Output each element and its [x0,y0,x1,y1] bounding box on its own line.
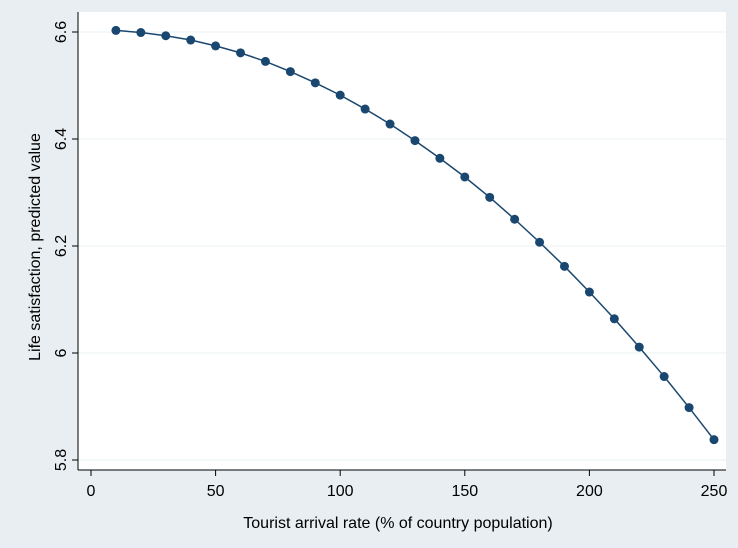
y-axis-label: Life satisfaction, predicted value [27,133,44,361]
x-tick-label: 150 [451,483,478,500]
x-tick-label: 50 [207,483,225,500]
data-point [286,67,295,76]
data-point [336,91,345,100]
data-point [435,154,444,163]
data-point [635,343,644,352]
data-point [535,238,544,247]
data-point [211,41,220,50]
y-tick-label: 6.6 [53,21,70,43]
data-point [660,372,669,381]
x-axis-ticks: 0 50 100 150 200 250 [87,470,728,500]
x-tick-label: 200 [576,483,603,500]
x-tick-label: 0 [87,483,96,500]
data-point [361,105,370,114]
data-point [136,28,145,37]
data-point [410,136,419,145]
plot-area [78,12,726,470]
data-point [311,78,320,87]
y-tick-label: 6.4 [53,128,70,150]
data-point [610,314,619,323]
data-point [585,288,594,297]
y-tick-label: 6.2 [53,235,70,257]
data-point [460,172,469,181]
data-point [386,120,395,129]
data-point [710,435,719,444]
data-point [236,48,245,57]
x-tick-label: 100 [327,483,354,500]
x-tick-label: 250 [701,483,728,500]
y-tick-label: 6 [53,348,70,357]
data-point [261,57,270,66]
x-axis-label: Tourist arrival rate (% of country popul… [243,515,552,532]
data-point [560,262,569,271]
data-point [111,26,120,35]
data-point [161,31,170,40]
y-axis-ticks: 5.8 6 6.2 6.4 6.6 [53,21,78,471]
data-point [685,403,694,412]
data-point [485,193,494,202]
y-tick-label: 5.8 [53,449,70,471]
data-point [510,215,519,224]
data-point [186,36,195,45]
